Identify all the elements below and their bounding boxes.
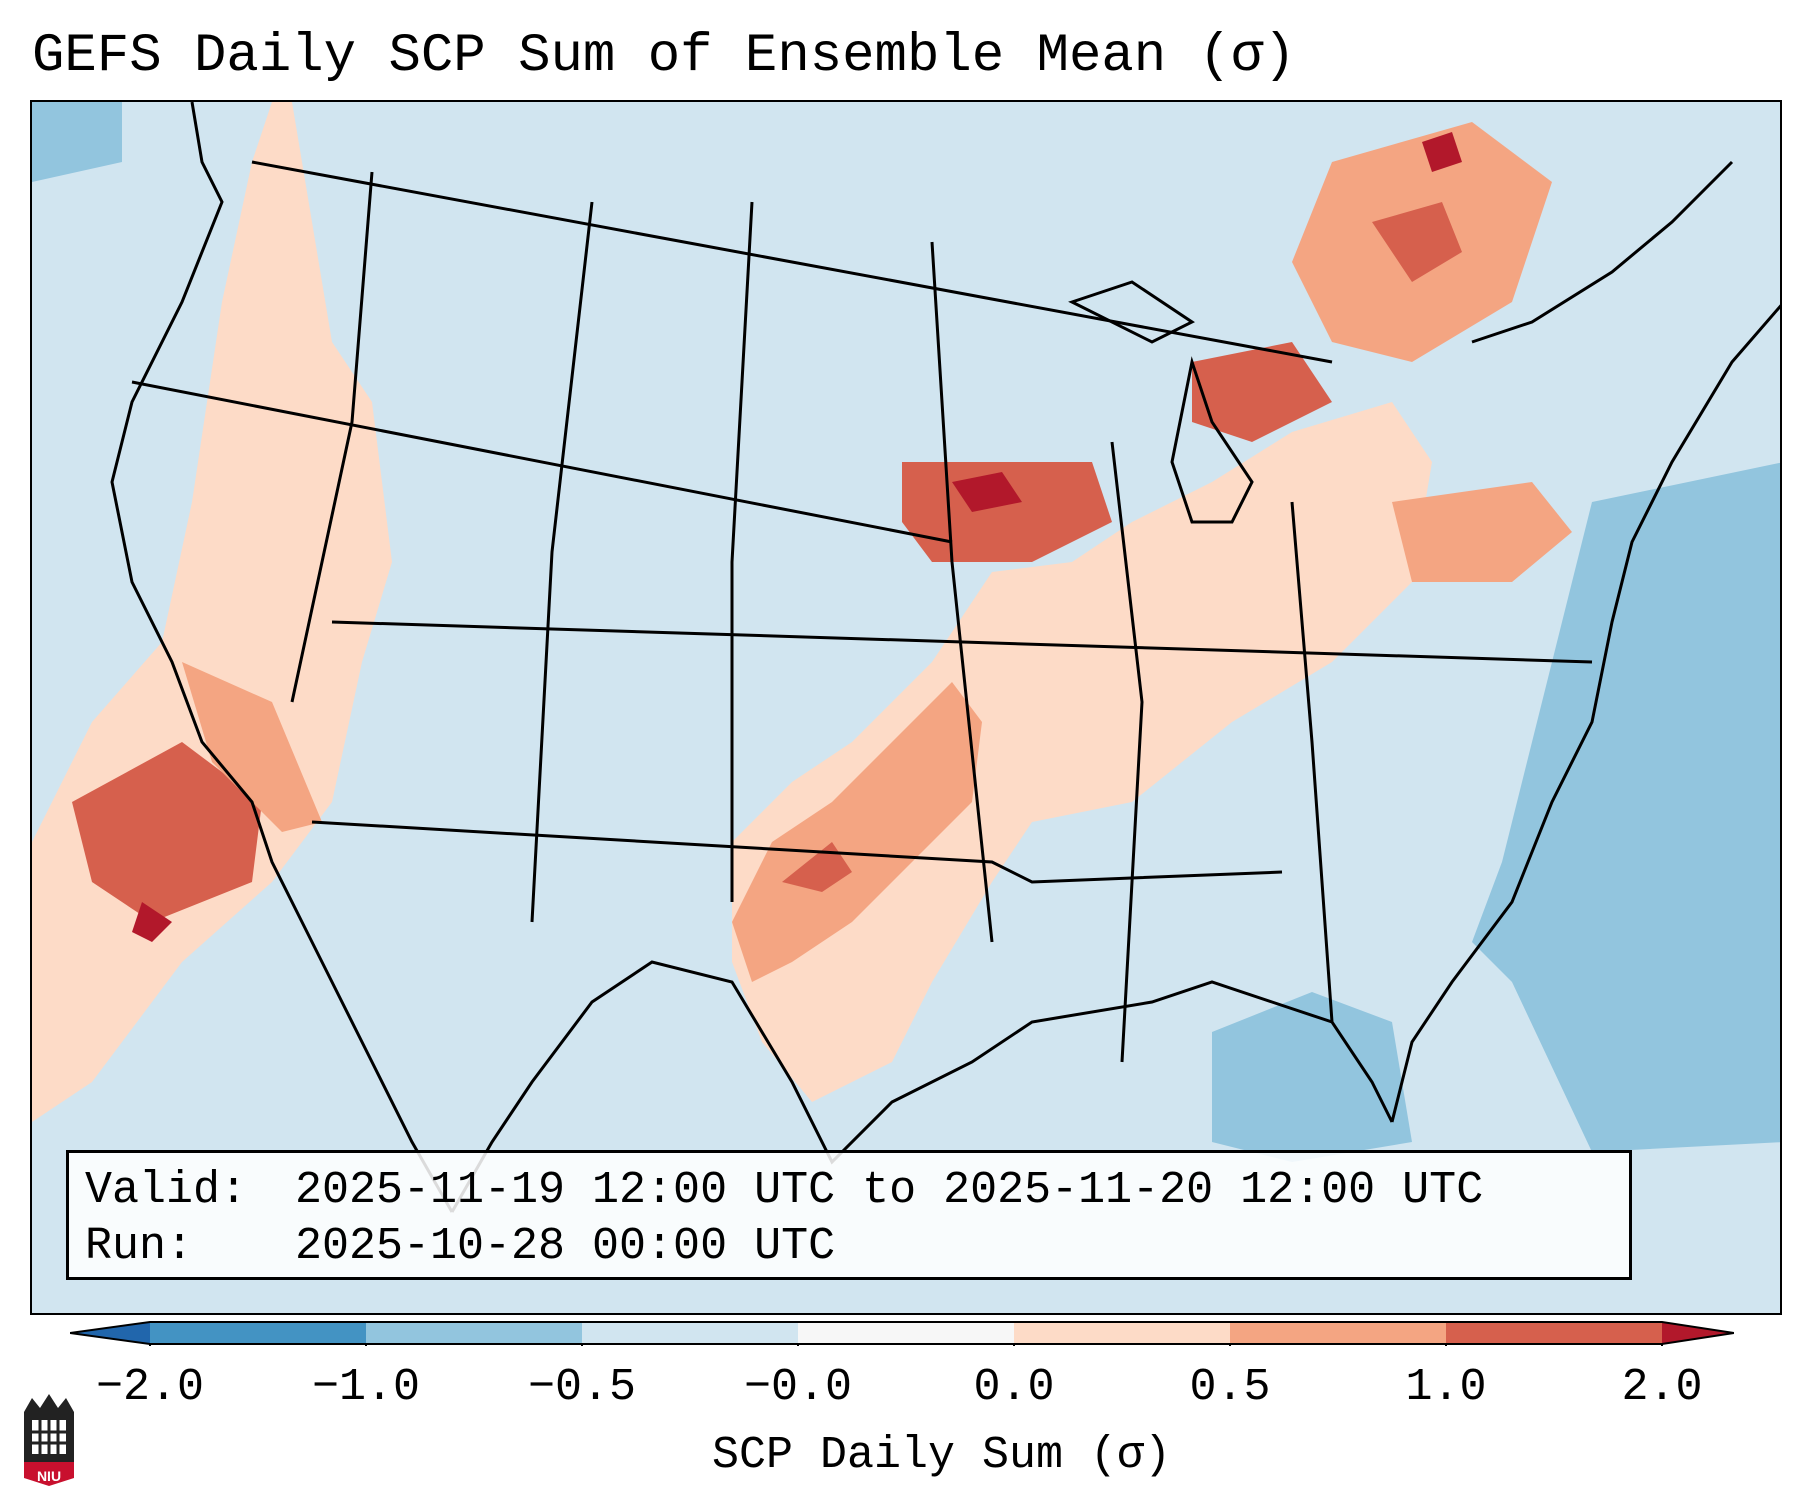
valid-label: Valid: [85,1165,248,1216]
southern-plains-moderate-area [732,682,982,982]
tick-label-6: 0.5 [1189,1362,1271,1413]
colorbar-extend-max [1662,1322,1734,1344]
tick-label-3: −0.5 [527,1362,637,1413]
tick-label-7: 1.0 [1405,1362,1487,1413]
gulf-negative-area [1212,992,1412,1162]
east-coast-outline [1390,304,1780,1123]
iowa-peak [952,472,1022,512]
map-svg [32,102,1780,1313]
state-line-west-2 [530,201,594,923]
northern-border [251,160,1333,364]
atlantic-negative-area [1472,462,1780,1152]
california-moderate-area [182,662,322,832]
west-coast-outline [110,102,454,1213]
tick-label-5: 0.0 [973,1362,1055,1413]
ontario-peak [1422,132,1462,172]
state-line-central-1 [730,201,754,902]
tick-label-8: 2.0 [1621,1362,1703,1413]
socal-offshore-high-area [72,742,262,922]
colorbar-extend-min [70,1322,150,1344]
state-line-middle [331,620,1593,664]
niu-logo: NIU [20,1392,78,1488]
gulf-coast-outline [450,960,1394,1213]
colorbar-label: SCP Daily Sum (σ) [711,1430,1172,1481]
colorbar-bin-neg2-neg1 [150,1322,366,1344]
st-lawrence [1471,160,1734,344]
state-line-east-1 [1110,441,1144,1063]
state-line-south [311,820,1283,884]
iowa-high-area [902,462,1112,562]
state-line-west-1 [290,171,374,703]
map-panel [30,100,1782,1315]
socal-offshore-peak [132,902,172,942]
colorbar-ticks [149,1344,1663,1346]
colorbar-bin-1-2 [1446,1322,1662,1344]
colorbar-bin-zero [798,1322,1014,1344]
colorbar-bin-neg1-neg05 [366,1322,582,1344]
info-box: Valid: 2025-11-19 12:00 UTC to 2025-11-20… [66,1150,1632,1280]
pacific-negative-area [32,102,122,182]
run-value: 2025-10-28 00:00 UTC [295,1221,836,1272]
run-line: Run: 2025-10-28 00:00 UTC [85,1219,1613,1275]
state-borders [110,102,1780,1213]
chart-title: GEFS Daily SCP Sum of Ensemble Mean (σ) [32,26,1296,87]
state-line-east-2 [1290,501,1334,1023]
texas-panhandle-high-area [782,842,852,892]
colorbar-bin-neg05-0 [582,1322,798,1344]
niu-logo-text: NIU [36,1468,62,1484]
colorbar-bin-0-05 [1014,1322,1230,1344]
michigan-high-area [1192,342,1332,442]
central-us-positive-area [732,402,1432,1102]
state-line-north [131,380,953,544]
colorbar-bin-05-1 [1230,1322,1446,1344]
tick-label-1: −2.0 [95,1362,205,1413]
lake-superior [1068,280,1195,344]
niu-logo-graphic [24,1394,74,1486]
state-line-central-2 [930,241,994,943]
tick-label-2: −1.0 [311,1362,421,1413]
valid-line: Valid: 2025-11-19 12:00 UTC to 2025-11-20… [85,1163,1613,1219]
pennsylvania-moderate-area [1392,482,1572,582]
tick-label-4: −0.0 [743,1362,853,1413]
valid-value: 2025-11-19 12:00 UTC to 2025-11-20 12:00… [295,1165,1484,1216]
lower-michigan [1170,356,1254,524]
colorbar [70,1321,1734,1346]
run-label: Run: [85,1221,194,1272]
ontario-high-area [1372,202,1462,282]
